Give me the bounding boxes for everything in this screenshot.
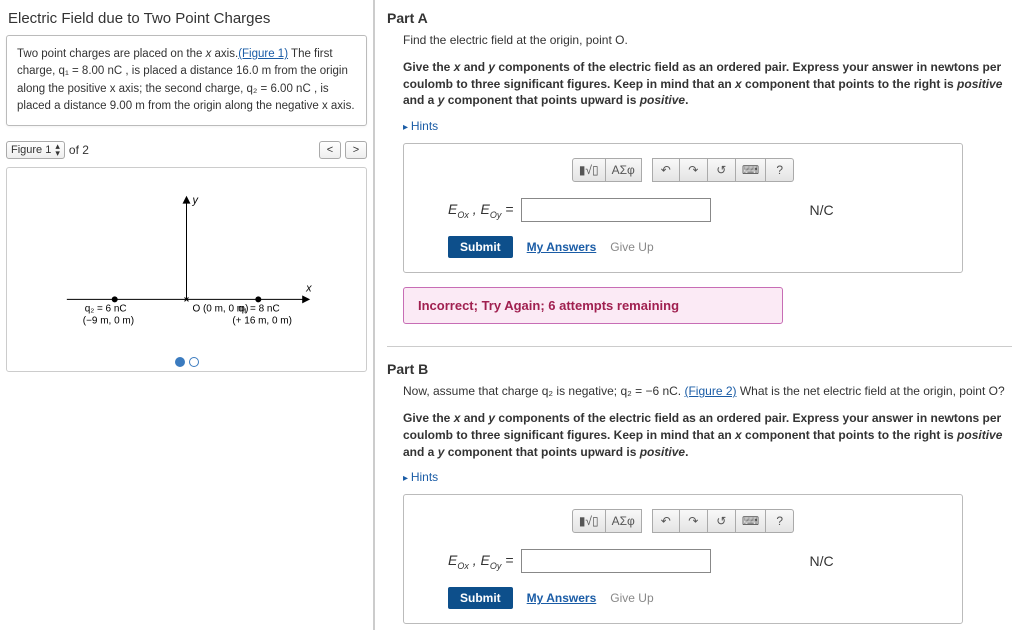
part-b-header: Part B [387,361,1012,377]
q1-label-top: q₁ = 8 nC [238,303,279,314]
figure-count: of 2 [69,143,89,157]
part-a-feedback: Incorrect; Try Again; 6 attempts remaini… [403,287,783,324]
part-b-prompt: Now, assume that charge q₂ is negative; … [403,383,1012,400]
reset-button-b[interactable]: ↺ [708,509,736,533]
problem-statement: Two point charges are placed on the x ax… [6,35,367,126]
help-button-b[interactable]: ? [766,509,794,533]
reset-button[interactable]: ↺ [708,158,736,182]
figure-next-button[interactable]: > [345,141,367,159]
part-a-submit-button[interactable]: Submit [448,236,513,258]
undo-button[interactable]: ↶ [652,158,680,182]
x-axis-label: x [305,282,312,294]
part-a-myanswers-link[interactable]: My Answers [527,240,597,254]
undo-button-b[interactable]: ↶ [652,509,680,533]
part-b-myanswers-link[interactable]: My Answers [527,591,597,605]
redo-button[interactable]: ↷ [680,158,708,182]
keyboard-button[interactable]: ⌨ [736,158,766,182]
part-b-submit-button[interactable]: Submit [448,587,513,609]
keyboard-button-b[interactable]: ⌨ [736,509,766,533]
q2-label-bot: (−9 m, 0 m) [83,315,134,326]
part-a-giveup-link[interactable]: Give Up [610,240,653,254]
part-a-instruct: Give the x and y components of the elect… [403,59,1012,109]
part-b-hints[interactable]: Hints [403,470,1012,484]
part-b-answer-label: EOx , EOy = [448,552,513,571]
part-a-prompt: Find the electric field at the origin, p… [403,32,1012,49]
part-a-answer-input[interactable] [521,198,711,222]
pager-dot-2[interactable] [189,357,199,367]
q2-label-top: q₂ = 6 nC [85,303,127,314]
figure-link-1[interactable]: (Figure 1) [238,48,288,60]
part-b-prompt-post: What is the net electric field at the or… [737,384,1005,398]
figure-diagram: y x O (0 m, 0 m) q₂ = 6 nC (−9 m, 0 m) q… [7,168,366,371]
part-b-instruct: Give the x and y components of the elect… [403,410,1012,460]
templates-button[interactable]: ▮√▯ [572,158,606,182]
greek-button[interactable]: ΑΣφ [606,158,642,182]
templates-button-b[interactable]: ▮√▯ [572,509,606,533]
part-a-hints[interactable]: Hints [403,119,1012,133]
page-title: Electric Field due to Two Point Charges [6,6,367,35]
figure-prev-button[interactable]: < [319,141,341,159]
figure-link-2[interactable]: (Figure 2) [684,384,736,398]
part-b-toolbar: ▮√▯ ΑΣφ ↶ ↷ ↺ ⌨ ? [418,509,948,533]
part-a-answer-box: ▮√▯ ΑΣφ ↶ ↷ ↺ ⌨ ? EOx , EOy = N/C Submit… [403,143,963,273]
part-b-answer-box: ▮√▯ ΑΣφ ↶ ↷ ↺ ⌨ ? EOx , EOy = N/C Submit… [403,494,963,624]
part-a-unit: N/C [809,202,833,218]
figure-selector[interactable]: Figure 1 ▴▾ [6,141,65,159]
part-b-prompt-pre: Now, assume that charge q₂ is negative; … [403,384,684,398]
part-a-toolbar: ▮√▯ ΑΣφ ↶ ↷ ↺ ⌨ ? [418,158,948,182]
part-b-answer-input[interactable] [521,549,711,573]
redo-button-b[interactable]: ↷ [680,509,708,533]
problem-text-1: Two point charges are placed on the x ax… [17,48,238,60]
part-a-header: Part A [387,10,1012,26]
figure-selector-label: Figure 1 [11,144,51,156]
part-b-unit: N/C [809,553,833,569]
greek-button-b[interactable]: ΑΣφ [606,509,642,533]
help-button[interactable]: ? [766,158,794,182]
part-b-giveup-link[interactable]: Give Up [610,591,653,605]
pager-dot-1[interactable] [175,357,185,367]
y-axis-label: y [191,195,199,207]
part-a-answer-label: EOx , EOy = [448,201,513,220]
q1-label-bot: (+ 16 m, 0 m) [232,315,292,326]
selector-arrows-icon: ▴▾ [55,143,60,157]
figure-panel: y x O (0 m, 0 m) q₂ = 6 nC (−9 m, 0 m) q… [6,167,367,372]
